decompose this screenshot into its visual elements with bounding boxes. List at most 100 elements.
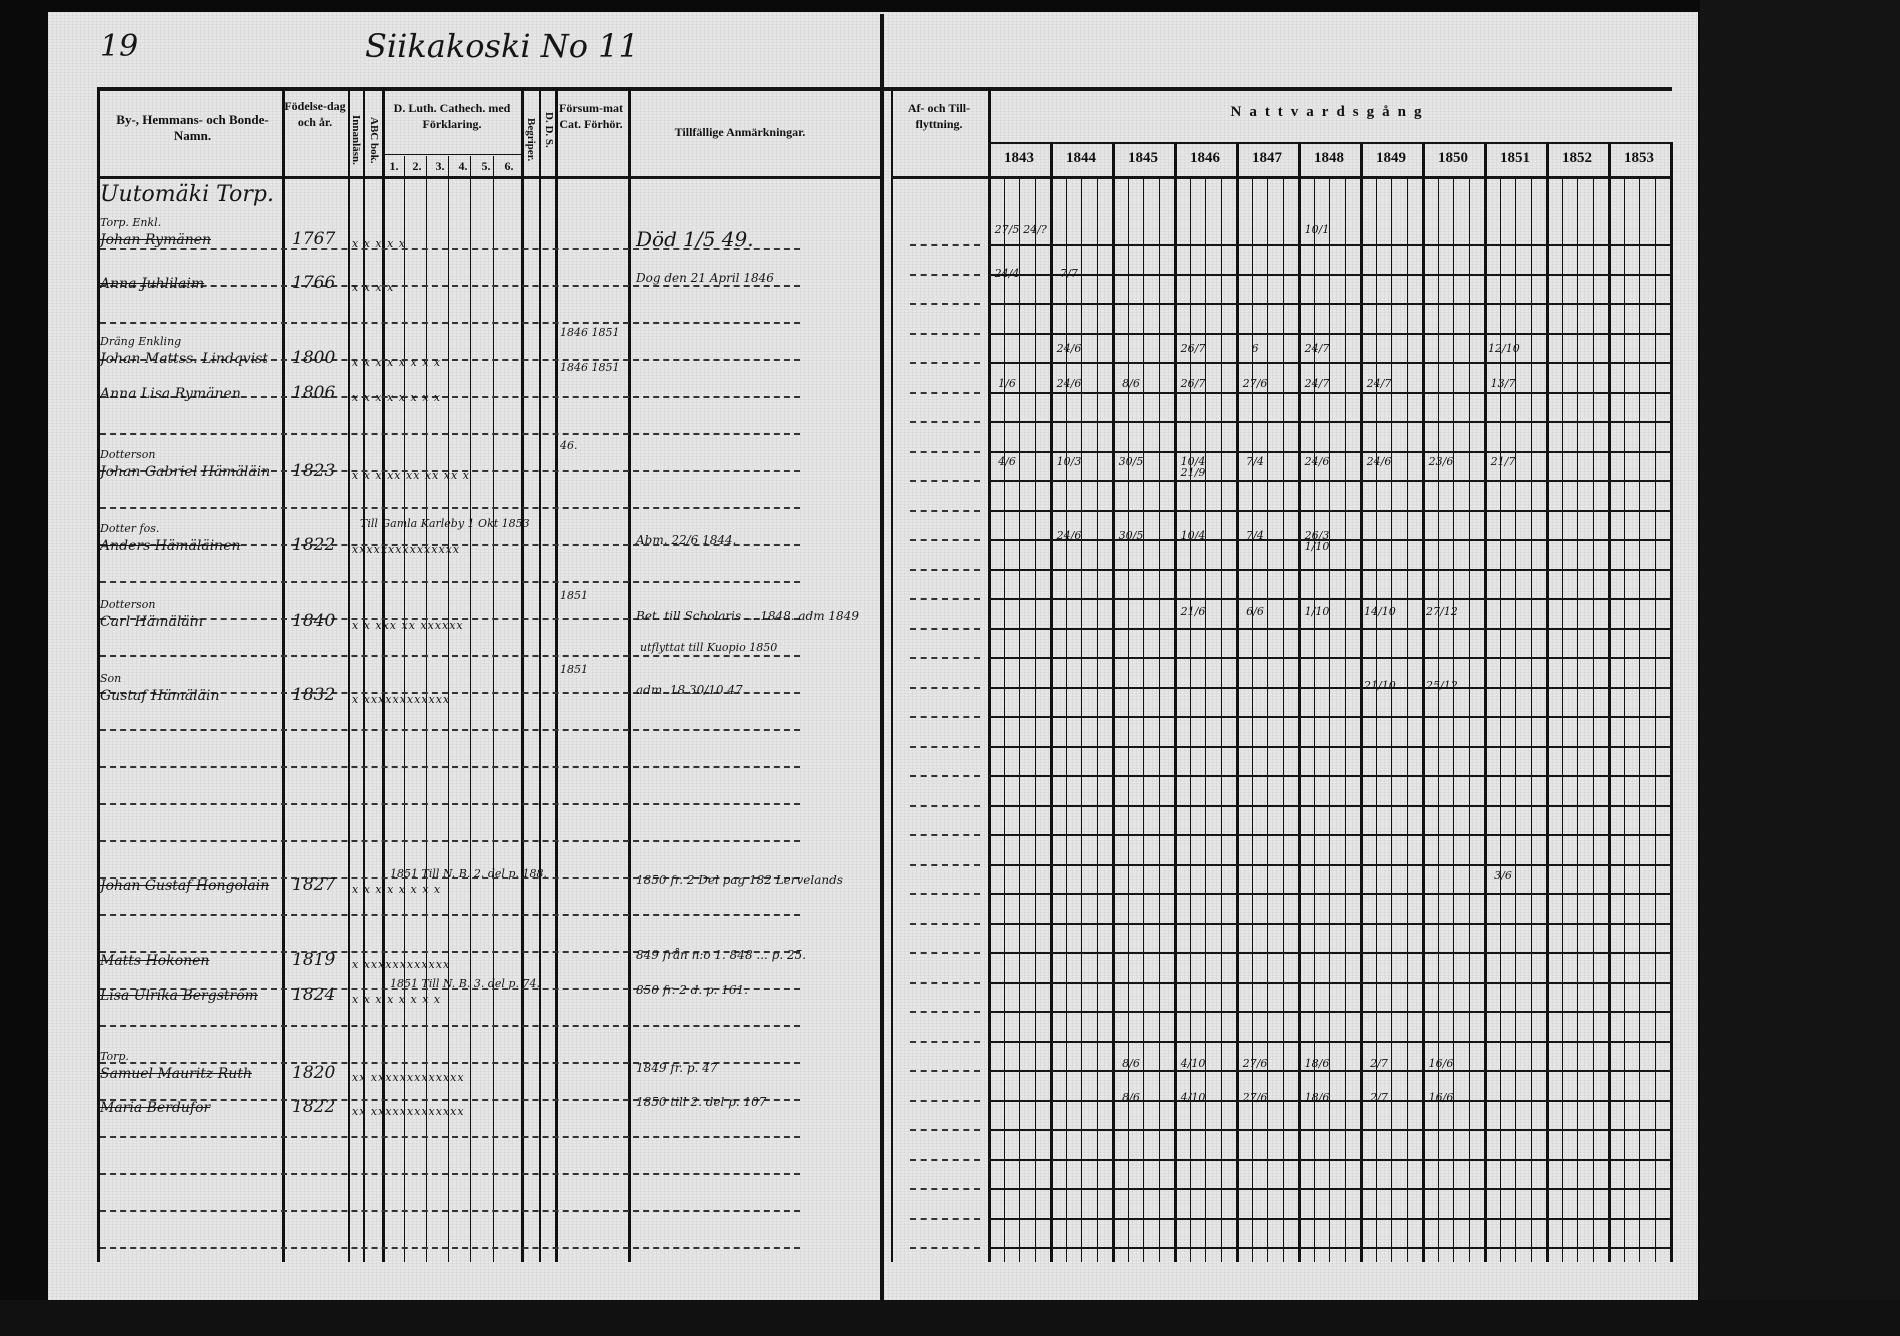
entry-relation: Dotterson (100, 448, 156, 461)
entry-relation: Torp. Enkl. (100, 216, 162, 229)
entry-name: Anders Hämäläinen (100, 538, 241, 554)
row-rule (988, 303, 1670, 305)
communion-date: 30/5 (1118, 529, 1144, 542)
sub-column-rule (1282, 176, 1284, 1262)
communion-date: 16/6 (1428, 1057, 1454, 1070)
row-rule (988, 1011, 1670, 1013)
year-column-rule (1174, 142, 1177, 1262)
communion-date: 26/3 1/10 (1304, 529, 1330, 553)
row-rule-dashed (910, 1218, 980, 1221)
sub-column-rule (1329, 176, 1330, 1262)
row-rule (988, 1041, 1670, 1043)
row-rule-dashed (910, 923, 980, 926)
entry-remark: 1850 fr. 2 Del pag 182 Lervelands (636, 873, 843, 887)
entry-name: Samuel Mauritz Ruth (100, 1066, 252, 1082)
row-rule (988, 333, 1670, 335)
sub-column-rule (1344, 176, 1346, 1262)
entry-birth: 1820 (292, 1063, 336, 1083)
year-header: 1844 (1066, 150, 1096, 166)
row-rule (988, 244, 1670, 246)
row-rule (988, 834, 1670, 836)
entry-remark: 849 från n:o 1. 848 ... p. 25. (636, 948, 807, 962)
row-rule (988, 952, 1670, 954)
left-row-rule (100, 914, 800, 917)
sub-column-rule (1065, 176, 1067, 1262)
left-row-rule (100, 729, 800, 732)
communion-date: 4/6 (998, 455, 1016, 468)
entry-catechism-marks: x x x x x x x x (352, 883, 442, 896)
catechism-column-1: 1. (389, 159, 399, 173)
header-communion: Nattvardsgång (1230, 104, 1430, 120)
sub-column-rule (1623, 176, 1625, 1262)
column-rule (891, 87, 893, 1262)
header-name: By-, Hemmans- och Bonde-Namn. (116, 112, 269, 143)
row-rule-dashed (910, 864, 980, 867)
left-row-rule (100, 248, 800, 251)
entry-remark: adm. 18 30/10 47 (636, 683, 743, 697)
catechism-sub-rule (382, 154, 521, 155)
communion-date: 26/7 (1180, 342, 1206, 355)
year-column-rule (1112, 142, 1115, 1262)
communion-date: 13/7 (1490, 377, 1516, 390)
entry-relation: Torp. (100, 1050, 129, 1063)
sub-column-rule (1499, 176, 1501, 1262)
row-rule-dashed (910, 628, 980, 631)
row-rule (988, 805, 1670, 807)
left-row-rule (100, 359, 800, 362)
row-rule (988, 1159, 1670, 1161)
year-header: 1848 (1314, 150, 1344, 166)
entry-birth: 1800 (292, 348, 336, 368)
sub-column-rule (1189, 176, 1191, 1262)
row-rule (988, 569, 1670, 571)
communion-date: 21/10 (1364, 679, 1396, 692)
left-row-rule (100, 803, 800, 806)
row-rule (988, 1247, 1670, 1249)
year-header: 1843 (1004, 150, 1034, 166)
sub-column-rule (1096, 176, 1098, 1262)
sub-column-rule (1577, 176, 1578, 1262)
row-rule (988, 657, 1670, 659)
header-bottom-rule-left (97, 176, 881, 179)
communion-date: 23/6 (1428, 455, 1454, 468)
entry-birth: 1823 (292, 461, 336, 481)
left-row-rule (100, 877, 800, 880)
year-column-rule (1670, 142, 1673, 1262)
entry-catechism-marks: x x x x x (352, 237, 407, 250)
communion-date: 10/4 (1180, 529, 1206, 542)
communion-date: 6 (1251, 342, 1259, 355)
row-rule-dashed (910, 1188, 980, 1191)
communion-date: 24/7 (1304, 377, 1330, 390)
communion-date: 24/4 (994, 267, 1020, 280)
row-rule-dashed (910, 893, 980, 896)
entry-remark: 850 fr. 2 d. p. 161. (636, 983, 748, 997)
sub-column-rule (1391, 176, 1392, 1262)
entry-name: Anna Lisa Rymänen (100, 386, 241, 402)
year-top-rule (988, 142, 1670, 144)
entry-forsummat: 46. (560, 439, 578, 452)
year-header: 1845 (1128, 150, 1158, 166)
left-row-rule (100, 285, 800, 288)
row-rule-dashed (910, 1129, 980, 1132)
entry-catechism-marks: x x x x x x x x (352, 356, 442, 369)
year-header: 1851 (1500, 150, 1530, 166)
catechism-column-3: 3. (435, 159, 445, 173)
sub-column-rule (1530, 176, 1532, 1262)
row-rule (988, 893, 1670, 895)
left-row-rule (100, 544, 800, 547)
row-rule-dashed (910, 1247, 980, 1250)
entry-name: Johan Rymänen (100, 232, 212, 248)
sub-column-rule (1019, 176, 1020, 1262)
year-column-rule (1546, 142, 1549, 1262)
sub-column-rule (1034, 176, 1036, 1262)
sub-column-rule (1375, 176, 1377, 1262)
communion-date: 24/6 (1056, 529, 1082, 542)
entry-birth: 1824 (292, 985, 336, 1005)
entry-relation: Dotterson (100, 598, 156, 611)
year-column-rule (1236, 142, 1239, 1262)
sub-column-rule (1592, 176, 1594, 1262)
left-row-rule (100, 840, 800, 843)
left-row-rule (100, 396, 800, 399)
entry-catechism-marks: xx xxxxxxxxxxxxx (352, 1105, 465, 1118)
year-header: 1846 (1190, 150, 1220, 166)
entry-name: Anna Juhlilaim (100, 276, 205, 292)
